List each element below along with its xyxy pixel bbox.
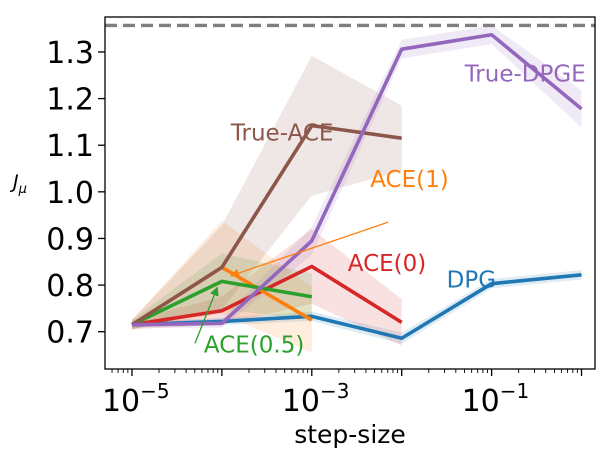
- x-axis-label: step-size: [294, 420, 406, 449]
- series-label-ace-0-5: ACE(0.5): [204, 333, 304, 359]
- series-label-true-ace: True-ACE: [230, 121, 334, 147]
- annotation-arrow-ace-1: [230, 221, 389, 278]
- y-tick-label: 0.7: [46, 316, 94, 351]
- y-axis-label-main: J: [9, 171, 19, 193]
- series-label-ace-0: ACE(0): [348, 251, 427, 277]
- y-tick-label: 0.8: [46, 269, 94, 304]
- y-tick-label: 1.2: [46, 83, 94, 118]
- series-line-ace-0-5: [131, 279, 313, 327]
- x-tick-label: 10−3: [282, 379, 350, 419]
- series-lines: [131, 32, 583, 341]
- y-tick-label: 0.9: [46, 222, 94, 257]
- series-line-true-ace: [131, 123, 402, 327]
- annotation-arrow-ace-0-5: [194, 286, 219, 344]
- annotation-arrows: [194, 221, 389, 344]
- y-axis-label-subscript: μ: [18, 182, 27, 197]
- x-tick-label: 10−1: [462, 379, 530, 419]
- x-axis: 10−5 10−3 10−1: [102, 369, 583, 419]
- y-axis: 0.7 0.8 0.9 1.0 1.1 1.2 1.3: [46, 36, 105, 351]
- y-axis-label: Jμ: [9, 171, 27, 197]
- series-line-true-dpge: [131, 32, 583, 327]
- band-ace-0-5: [131, 253, 312, 330]
- series-label-true-dpge: True-DPGE: [464, 61, 586, 87]
- band-true-ace: [131, 55, 402, 330]
- series-label-ace-1: ACE(1): [370, 167, 449, 193]
- y-tick-label: 1.0: [46, 176, 94, 211]
- y-tick-label: 1.1: [46, 129, 94, 164]
- plot-frame: [104, 16, 596, 370]
- series-labels: DPG ACE(0) ACE(1) ACE(0.5) True-ACE True-DPGE: [204, 61, 586, 358]
- y-tick-label: 1.3: [46, 36, 94, 71]
- series-label-dpg: DPG: [447, 267, 496, 293]
- x-tick-label: 10−5: [102, 379, 170, 419]
